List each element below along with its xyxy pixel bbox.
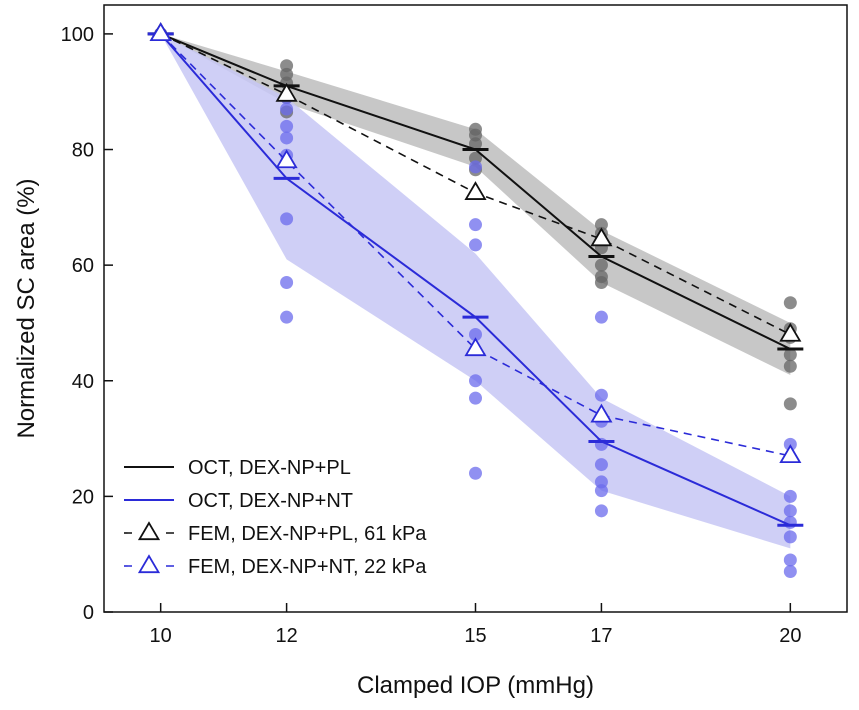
line-fem-dex-np-nt-22-kpa — [160, 33, 791, 457]
sample-dot — [594, 388, 608, 402]
sample-dot — [594, 310, 608, 324]
y-axis-title: Normalized SC area (%) — [13, 178, 40, 438]
sample-dot — [783, 348, 797, 362]
x-tick-label: 20 — [779, 625, 801, 647]
y-tick-label: 40 — [72, 371, 94, 393]
sample-dot — [469, 328, 482, 342]
sample-dot — [469, 218, 482, 232]
fem-marker — [149, 22, 172, 42]
fem-marker — [590, 403, 613, 423]
legend-label: FEM, DEX-NP+PL, 61 kPa — [188, 523, 427, 545]
sample-dot — [280, 131, 294, 145]
sample-dot — [280, 275, 294, 289]
band-oct-dex-np-nt — [160, 33, 791, 549]
x-tick-label: 15 — [464, 625, 486, 647]
sample-dot — [469, 160, 482, 174]
fem-marker — [275, 82, 298, 102]
sample-dot — [783, 553, 797, 567]
sample-dot — [783, 565, 797, 579]
y-tick-label: 0 — [83, 602, 94, 624]
fem-marker — [779, 322, 802, 342]
sample-dot — [783, 489, 797, 503]
sample-dot — [594, 484, 608, 498]
sample-dot — [280, 212, 294, 226]
fem-marker — [779, 444, 802, 464]
fem-marker — [464, 181, 487, 200]
sample-dot — [469, 137, 482, 151]
y-tick-label: 100 — [61, 24, 94, 46]
sample-dot — [783, 296, 797, 310]
legend-triangle — [137, 554, 161, 574]
sample-dot — [594, 275, 608, 289]
x-tick-label: 10 — [150, 625, 172, 647]
sample-dot — [783, 359, 797, 373]
sample-dot — [469, 466, 482, 480]
confidence-bands — [160, 33, 791, 549]
sample-dot — [280, 102, 294, 116]
band-oct-dex-np-pl — [160, 33, 791, 375]
y-tick-label: 80 — [72, 140, 94, 162]
x-tick-label: 17 — [590, 625, 612, 647]
legend-label: OCT, DEX-NP+PL — [188, 457, 351, 479]
fem-marker — [464, 337, 487, 357]
sample-dot — [280, 119, 294, 133]
legend-label: OCT, DEX-NP+NT — [188, 490, 353, 512]
fem-marker — [275, 149, 298, 169]
sample-dot — [783, 504, 797, 518]
x-tick-label: 12 — [275, 625, 297, 647]
x-axis-title: Clamped IOP (mmHg) — [357, 672, 594, 699]
legend: OCT, DEX-NP+PL OCT, DEX-NP+NT FEM, DEX-NP+… — [124, 457, 427, 578]
y-tick-label: 20 — [72, 486, 94, 508]
sample-dot — [280, 310, 294, 324]
sample-dot — [783, 397, 797, 411]
sample-dot — [469, 238, 482, 252]
sample-dot — [594, 258, 608, 272]
y-tick-label: 60 — [72, 255, 94, 277]
axis-ticks: 10 12 15 17 20 0 20 40 60 80 100 — [61, 24, 802, 647]
sample-dot — [783, 530, 797, 544]
sample-dot — [594, 458, 608, 472]
legend-triangle — [137, 521, 161, 541]
sample-dot — [594, 504, 608, 518]
sample-dot — [469, 391, 482, 405]
fem-markers — [149, 22, 802, 464]
fem-marker — [590, 227, 613, 247]
legend-label: FEM, DEX-NP+NT, 22 kPa — [188, 556, 427, 578]
sample-dot — [469, 374, 482, 388]
